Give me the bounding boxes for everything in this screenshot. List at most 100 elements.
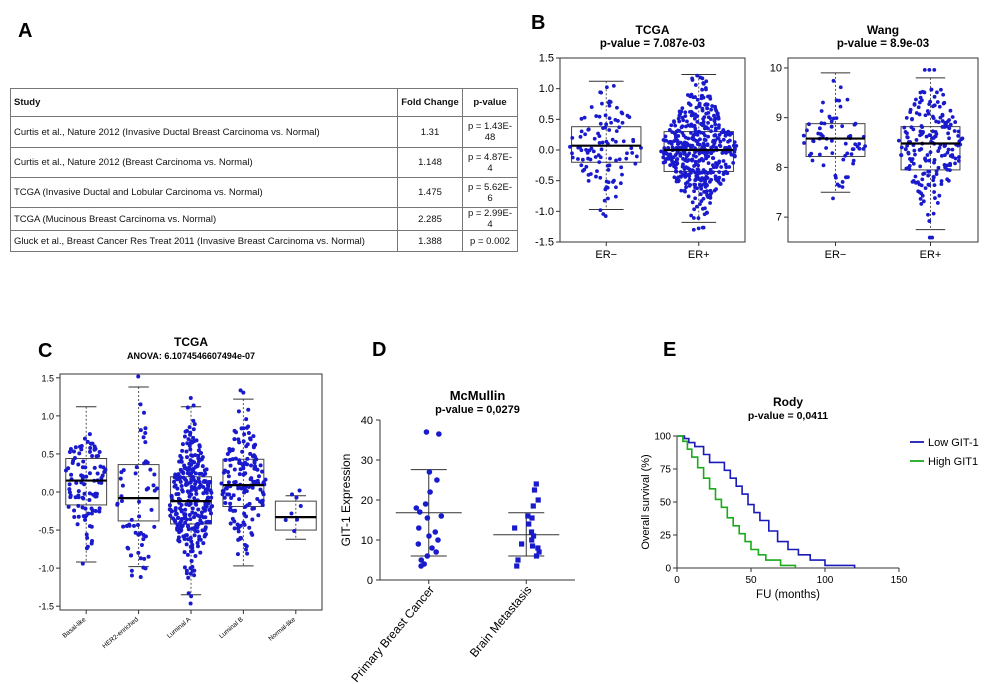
data-point — [713, 177, 718, 181]
data-point — [606, 168, 611, 172]
data-point — [603, 113, 608, 118]
data-point — [241, 466, 246, 471]
y-tick-label: 75 — [660, 465, 672, 476]
data-point — [681, 133, 686, 138]
data-point — [948, 108, 953, 113]
data-point — [197, 534, 202, 539]
data-point — [512, 525, 518, 531]
data-point — [529, 515, 535, 521]
data-point — [929, 87, 934, 92]
data-point — [297, 488, 302, 493]
data-point — [129, 568, 134, 573]
data-point — [694, 154, 698, 159]
data-point — [201, 541, 206, 546]
data-point — [66, 504, 71, 509]
y-tick-label: 1.0 — [41, 411, 54, 421]
data-point — [68, 446, 73, 451]
data-point — [200, 455, 205, 460]
data-point — [289, 511, 294, 516]
data-point — [689, 157, 694, 162]
data-point — [292, 529, 297, 534]
data-point — [141, 410, 146, 415]
legend-entry: Low GIT-1 — [928, 437, 979, 449]
data-point — [630, 151, 635, 155]
data-point — [188, 480, 193, 485]
data-point — [661, 155, 666, 160]
data-point — [824, 146, 829, 150]
data-point — [261, 480, 266, 485]
data-point — [716, 160, 721, 165]
table-row: Gluck et al., Breast Cancer Res Treat 20… — [10, 230, 518, 252]
data-point — [899, 145, 904, 150]
cell-fold-change: 1.31 — [397, 116, 463, 148]
data-point — [920, 125, 925, 130]
data-point — [233, 479, 238, 484]
data-point — [906, 150, 911, 155]
data-point — [937, 104, 942, 109]
data-point — [718, 144, 723, 149]
data-point — [710, 104, 715, 108]
data-point — [945, 150, 950, 155]
data-point — [669, 156, 674, 160]
data-point — [607, 103, 612, 108]
data-point — [905, 143, 910, 148]
x-tick-label: 50 — [745, 575, 757, 586]
data-point — [240, 449, 245, 454]
data-point — [661, 160, 666, 165]
data-point — [805, 128, 809, 133]
data-point — [226, 480, 231, 485]
data-point — [223, 486, 228, 491]
data-point — [605, 163, 610, 168]
data-point — [927, 67, 932, 72]
data-point — [600, 101, 604, 106]
data-point — [598, 121, 603, 126]
data-point — [669, 123, 674, 128]
data-point — [143, 534, 148, 539]
data-point — [258, 463, 263, 468]
data-point — [947, 136, 951, 141]
data-point — [570, 135, 575, 140]
cell-p-value: p = 4.87E-4 — [462, 147, 518, 178]
data-point — [829, 124, 834, 129]
data-point — [677, 119, 682, 124]
data-point — [708, 117, 713, 122]
data-point — [713, 116, 717, 121]
data-point — [857, 146, 862, 151]
data-point — [714, 145, 718, 150]
data-point — [701, 81, 706, 86]
data-point — [429, 545, 435, 551]
data-point — [946, 147, 951, 152]
data-point — [639, 145, 643, 150]
data-point — [253, 479, 258, 484]
data-point — [202, 468, 207, 473]
data-point — [831, 78, 836, 83]
data-point — [695, 119, 700, 124]
data-point — [143, 426, 148, 431]
data-point — [97, 506, 102, 511]
data-point — [702, 212, 707, 217]
data-point — [619, 165, 624, 170]
data-point — [189, 484, 194, 489]
data-point — [691, 227, 696, 232]
data-point — [918, 90, 923, 95]
data-point — [255, 497, 260, 502]
data-point — [819, 109, 824, 113]
data-point — [672, 175, 677, 180]
y-tick-label: -0.5 — [535, 175, 554, 187]
data-point — [713, 122, 718, 127]
data-point — [97, 509, 102, 514]
data-point — [666, 145, 671, 150]
data-point — [295, 517, 300, 522]
data-point — [682, 140, 687, 145]
data-point — [624, 156, 629, 161]
data-point — [732, 150, 737, 154]
data-point — [910, 116, 914, 121]
data-point — [93, 509, 98, 514]
data-point — [183, 514, 188, 519]
data-point — [586, 127, 591, 132]
y-tick-label: 1.0 — [539, 83, 554, 95]
data-point — [937, 193, 942, 198]
data-point — [228, 457, 233, 462]
data-point — [203, 471, 208, 476]
data-point — [927, 219, 932, 223]
